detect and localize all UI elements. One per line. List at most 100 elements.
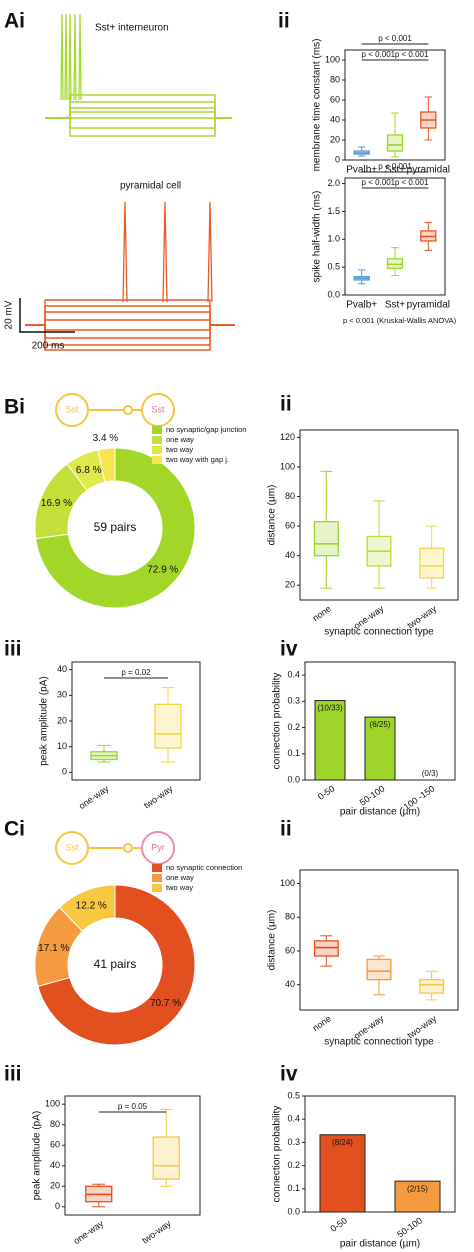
y-axis-label: connection probability: [272, 673, 283, 770]
x-tick-label: Sst+: [385, 300, 405, 311]
x-axis-label: synaptic connection type: [324, 1037, 434, 1048]
scale-label: 20 mV: [4, 300, 15, 329]
bar: [314, 700, 346, 781]
trace: [25, 319, 235, 326]
trace: [25, 305, 235, 326]
y-tick-label: 20: [50, 1181, 60, 1191]
significance-label: p < 0.001: [362, 50, 396, 59]
donut-slice: [37, 884, 196, 1046]
y-tick-label: 20: [330, 134, 340, 144]
trace: [45, 111, 232, 119]
x-tick-label: 0-50: [329, 1215, 349, 1234]
box: [419, 978, 445, 994]
y-tick-label: 20: [57, 715, 67, 725]
y-tick-label: 100: [45, 1099, 60, 1109]
y-tick-label: 0.5: [287, 1090, 300, 1100]
y-axis-label: distance (µm): [267, 485, 278, 546]
box: [152, 1136, 180, 1180]
plot-frame: [299, 429, 459, 601]
cell-label: Sst: [151, 404, 165, 414]
y-tick-label: 0.2: [287, 1160, 300, 1170]
y-tick-label: 80: [330, 74, 340, 84]
panel-label: iii: [4, 638, 22, 661]
y-tick-label: 40: [50, 1160, 60, 1170]
x-tick-label: Pvalb+: [346, 300, 377, 311]
y-tick-label: 10: [57, 741, 67, 751]
x-tick-label: two-way: [142, 783, 175, 810]
y-axis-label: peak amplitude (pA): [32, 1111, 43, 1201]
spike: [162, 201, 168, 303]
y-axis-label: peak amplitude (pA): [39, 676, 50, 766]
y-tick-label: 0.2: [287, 722, 300, 732]
y-tick-label: 60: [330, 94, 340, 104]
scale-bar: [19, 298, 75, 333]
trace: [25, 324, 235, 351]
legend-label: one way: [166, 435, 194, 444]
bar: [394, 1180, 441, 1213]
panel-label: iv: [280, 638, 298, 661]
plot-frame: [304, 1095, 456, 1213]
y-tick-label: 1.5: [327, 206, 340, 216]
significance-label: p = 0.02: [121, 668, 151, 677]
x-tick-label: one-way: [72, 1218, 106, 1246]
legend-swatch: [152, 426, 162, 434]
plot-frame: [299, 869, 459, 1011]
panel-label: Ai: [4, 10, 25, 33]
cell-label: pyramidal cell: [120, 181, 181, 192]
y-tick-label: 0.4: [287, 669, 300, 679]
y-tick-label: 60: [285, 945, 295, 955]
bar-label: (6/25): [370, 720, 391, 729]
bar-label: (0/3): [422, 769, 439, 778]
y-tick-label: 0.0: [287, 774, 300, 784]
panel-label: ii: [278, 10, 290, 33]
legend-label: two way: [166, 445, 193, 454]
legend-swatch: [152, 874, 162, 882]
y-axis-label: membrane time constant (ms): [312, 39, 323, 172]
slice-label: 6.8 %: [76, 465, 102, 476]
legend-swatch: [152, 884, 162, 892]
y-tick-label: 40: [57, 664, 67, 674]
slice-label: 17.1 %: [38, 943, 69, 954]
y-axis-label: connection probability: [272, 1106, 283, 1203]
y-tick-label: 100: [325, 54, 340, 64]
x-tick-label: none: [311, 1013, 333, 1033]
x-tick-label: 50-100: [395, 1215, 424, 1239]
slice-label: 16.9 %: [41, 498, 72, 509]
slice-label: 12.2 %: [76, 901, 107, 912]
box: [313, 940, 339, 957]
synapse: [123, 405, 133, 415]
spike: [64, 13, 68, 101]
donut-slice: [35, 447, 196, 609]
legend-swatch: [152, 864, 162, 872]
panel-label: iv: [280, 1063, 298, 1086]
y-tick-label: 80: [285, 912, 295, 922]
x-axis-label: synaptic connection type: [324, 627, 434, 638]
plot-frame: [344, 177, 446, 296]
y-tick-label: 40: [330, 114, 340, 124]
y-tick-label: 0.0: [287, 1206, 300, 1216]
y-tick-label: 0.3: [287, 696, 300, 706]
box: [386, 258, 404, 269]
x-tick-label: pyramidal: [407, 165, 450, 176]
x-axis-label: pair distance (µm): [340, 807, 420, 818]
plot-frame: [344, 49, 446, 161]
panel-label: Bi: [4, 396, 25, 419]
significance-label: p < 0.001: [362, 178, 396, 187]
box: [366, 958, 392, 981]
bar-label: (8/24): [332, 1138, 353, 1147]
y-tick-label: 60: [50, 1140, 60, 1150]
y-tick-label: 0.4: [287, 1114, 300, 1124]
significance-label: p < 0.001: [395, 178, 429, 187]
trace: [45, 107, 232, 119]
x-tick-label: pyramidal: [407, 300, 450, 311]
y-tick-label: 1.0: [327, 234, 340, 244]
y-tick-label: 0: [55, 1201, 60, 1211]
panel-label: ii: [280, 393, 292, 416]
panel-label: Ci: [4, 818, 25, 841]
spike: [207, 201, 213, 303]
bar-label: (2/15): [407, 1184, 428, 1193]
spike: [60, 13, 64, 101]
significance-label: p = 0.05: [118, 1102, 148, 1111]
y-tick-label: 100: [280, 878, 295, 888]
plot-frame: [64, 1095, 201, 1216]
